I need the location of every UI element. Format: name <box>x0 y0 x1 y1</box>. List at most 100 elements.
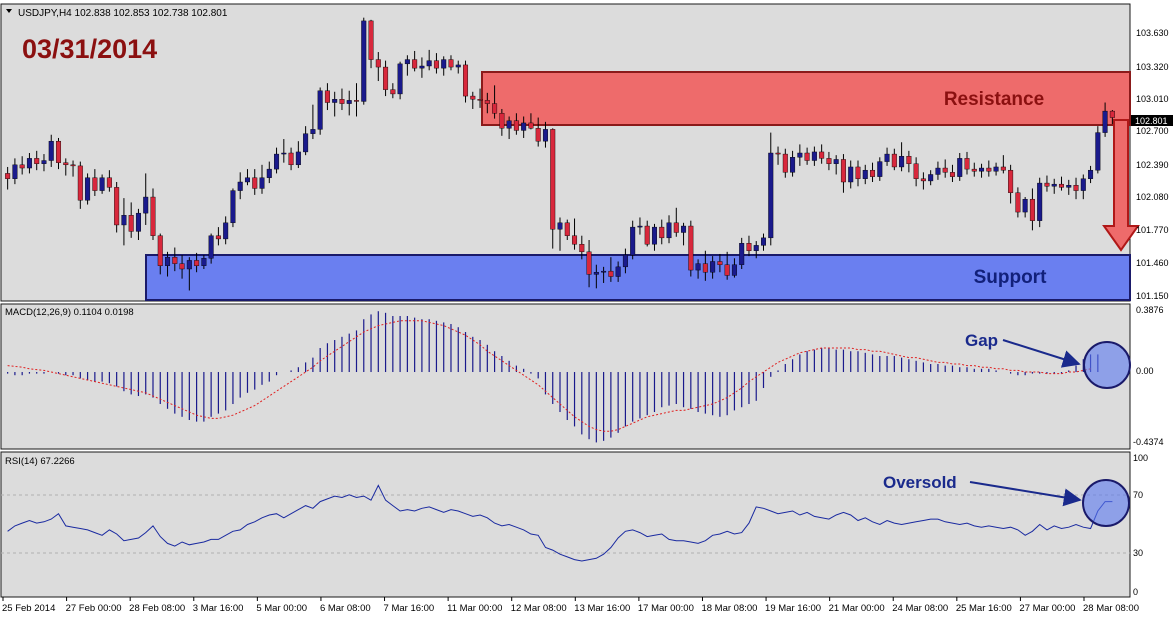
dropdown-arrow-icon[interactable] <box>6 9 12 13</box>
candle <box>41 154 47 172</box>
candle <box>463 60 469 103</box>
candle <box>949 164 955 182</box>
candle <box>310 104 316 140</box>
candle <box>230 188 236 228</box>
candle <box>477 88 483 108</box>
candle <box>150 188 156 240</box>
candle <box>92 169 98 196</box>
rsi-y-axis: 100 70 30 0 <box>1133 453 1148 597</box>
candle <box>884 147 890 166</box>
oversold-highlight-circle <box>1082 479 1130 527</box>
oversold-label: Oversold <box>883 473 957 492</box>
candle <box>695 259 701 279</box>
candle <box>143 173 149 225</box>
candle <box>891 148 897 171</box>
candle <box>34 150 40 171</box>
candle <box>1029 188 1035 231</box>
candle <box>433 53 439 74</box>
candle <box>826 151 832 171</box>
candle <box>266 161 272 184</box>
candle <box>979 163 985 178</box>
candle <box>165 251 171 277</box>
candle <box>26 153 32 174</box>
y-tick: 101.460 <box>1136 258 1169 268</box>
candle <box>1109 110 1115 124</box>
x-tick-label: 28 Mar 08:00 <box>1083 603 1139 614</box>
macd-header: MACD(12,26,9) 0.1104 0.0198 <box>5 307 134 318</box>
candle <box>790 150 796 177</box>
candle <box>12 158 18 185</box>
candle <box>804 147 810 165</box>
candles-layer <box>5 17 1115 291</box>
y-tick: 102.080 <box>1136 192 1169 202</box>
candle <box>746 235 752 257</box>
y-tick: -0.4374 <box>1133 437 1164 447</box>
candle <box>775 146 781 165</box>
candle <box>114 182 120 233</box>
x-tick-label: 28 Feb 08:00 <box>129 603 185 614</box>
candle <box>848 160 854 189</box>
candle <box>971 162 977 177</box>
candle <box>244 169 250 186</box>
candle <box>797 144 803 166</box>
candle <box>651 223 657 251</box>
x-tick-label: 6 Mar 08:00 <box>320 603 371 614</box>
x-tick-label: 27 Mar 00:00 <box>1019 603 1075 614</box>
macd-panel <box>0 303 1131 450</box>
candle <box>5 166 11 190</box>
candle <box>731 258 737 278</box>
x-tick-label: 21 Mar 00:00 <box>829 603 885 614</box>
candle <box>317 87 323 135</box>
candle <box>194 252 200 273</box>
candle <box>644 220 650 247</box>
candle <box>615 261 621 282</box>
candle <box>1008 164 1014 204</box>
candle <box>288 147 294 171</box>
x-tick-label: 5 Mar 00:00 <box>256 603 307 614</box>
y-tick: 103.010 <box>1136 94 1169 104</box>
candle <box>986 160 992 177</box>
candle <box>1015 187 1021 218</box>
candle <box>899 142 905 172</box>
candle <box>375 52 381 82</box>
candle <box>295 141 301 169</box>
oversold-pointer-arrow <box>969 481 1082 507</box>
x-tick-label: 7 Mar 16:00 <box>384 603 435 614</box>
candle <box>586 240 592 288</box>
candle <box>739 237 745 269</box>
candle <box>186 257 192 291</box>
candle <box>913 157 919 187</box>
candle <box>572 218 578 250</box>
support-label: Support <box>974 267 1047 288</box>
candle <box>724 251 730 280</box>
candle <box>542 121 548 148</box>
price-panel <box>0 3 1131 302</box>
candle <box>208 233 214 264</box>
candle <box>383 60 389 97</box>
candle <box>1058 176 1064 191</box>
candle <box>397 61 403 100</box>
gap-highlight-circle <box>1083 341 1131 389</box>
candle <box>1051 178 1057 194</box>
last-price-label: 102.801 <box>1135 116 1168 126</box>
candle <box>1088 165 1094 184</box>
candle <box>390 83 396 99</box>
candle <box>702 250 708 281</box>
candle <box>688 220 694 277</box>
candle <box>252 169 258 195</box>
candle <box>426 49 432 71</box>
x-tick-label: 27 Feb 00:00 <box>66 603 122 614</box>
candle <box>833 155 839 175</box>
candle <box>1080 174 1086 200</box>
candle <box>324 83 330 111</box>
candle <box>135 208 141 240</box>
candle <box>128 202 134 238</box>
y-tick: 103.630 <box>1136 28 1169 38</box>
x-tick-label: 11 Mar 00:00 <box>447 603 502 614</box>
y-tick: 102.700 <box>1136 126 1169 136</box>
candle <box>564 219 570 240</box>
candle <box>281 139 287 163</box>
candle <box>761 233 767 251</box>
